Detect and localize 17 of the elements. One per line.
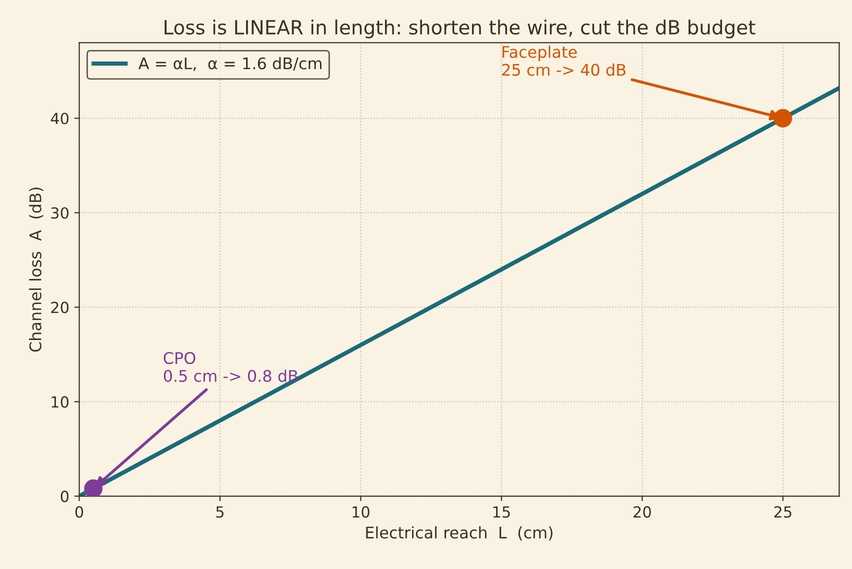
y-tick-label: 0 — [60, 490, 68, 502]
x-tick-label: 20 — [634, 506, 651, 518]
legend-label: A = αL, α = 1.6 dB/cm — [138, 57, 322, 72]
x-tick-label: 10 — [352, 506, 370, 518]
annotation: CPO 0.5 cm -> 0.8 dB — [164, 352, 298, 382]
y-axis-title: Channel loss A (dB) — [29, 188, 44, 352]
x-axis-title: Electrical reach L (cm) — [366, 526, 552, 540]
y-tick-label: 40 — [50, 112, 68, 124]
x-tick-label: 0 — [75, 506, 84, 518]
x-tick-label: 25 — [774, 506, 792, 518]
annotation: Faceplate 25 cm -> 40 dB — [502, 46, 626, 76]
y-tick-label: 30 — [51, 207, 68, 219]
y-tick-label: 20 — [51, 302, 68, 314]
chart-title: Loss is LINEAR in length: shorten the wire, cut the dB budget — [164, 20, 756, 38]
x-tick-label: 5 — [216, 506, 224, 518]
x-tick-label: 15 — [493, 506, 510, 518]
y-tick-label: 10 — [52, 396, 68, 408]
